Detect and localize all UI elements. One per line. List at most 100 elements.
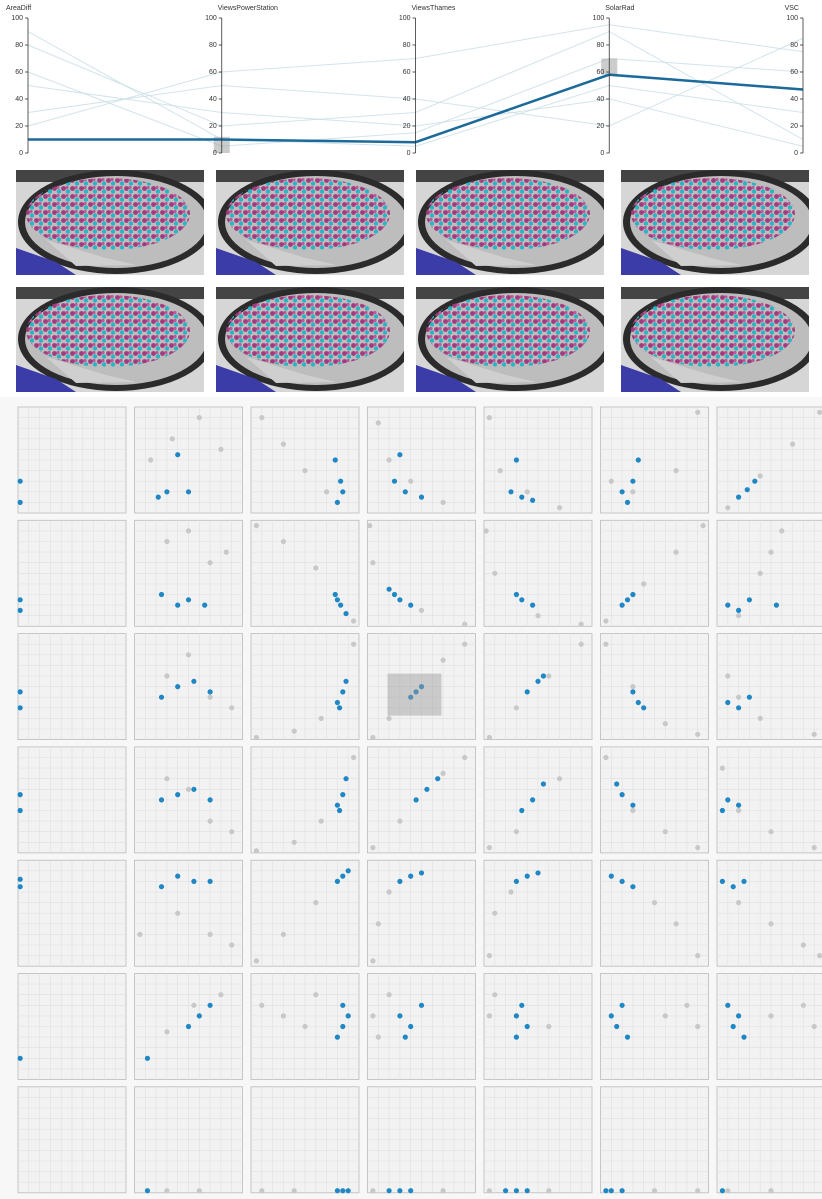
gray-point	[725, 1188, 730, 1193]
tick-label: 0	[213, 150, 217, 157]
blue-point	[419, 870, 424, 875]
blue-point	[745, 487, 750, 492]
gray-point	[630, 684, 635, 689]
scatter-cell	[135, 407, 243, 513]
scatter-cell	[368, 974, 476, 1080]
blue-point	[636, 700, 641, 705]
gray-point	[164, 539, 169, 544]
gray-point	[186, 652, 191, 657]
design-thumbnail[interactable]	[216, 170, 414, 275]
blue-point	[159, 592, 164, 597]
tick-label: 40	[596, 96, 604, 103]
gray-point	[281, 1013, 286, 1018]
scatter-cell	[135, 634, 243, 740]
parallel-coordinates: AreaDiff020406080100ViewsPowerStation020…	[6, 5, 803, 157]
gray-point	[492, 992, 497, 997]
gray-point	[408, 479, 413, 484]
blue-point	[159, 797, 164, 802]
blue-point	[620, 1003, 625, 1008]
gray-point	[319, 716, 324, 721]
scatter-cell	[251, 747, 359, 853]
blue-point	[397, 879, 402, 884]
gray-point	[175, 911, 180, 916]
blue-point	[18, 808, 23, 813]
tick-label: 80	[596, 42, 604, 49]
selection-box[interactable]	[388, 674, 442, 716]
gray-point	[186, 528, 191, 533]
gray-point	[313, 900, 318, 905]
blue-point	[641, 705, 646, 710]
gray-point	[387, 992, 392, 997]
design-thumbnail[interactable]	[16, 287, 214, 392]
design-thumbnail[interactable]	[416, 287, 614, 392]
tick-label: 40	[790, 96, 798, 103]
blue-point	[175, 603, 180, 608]
blue-point	[519, 495, 524, 500]
blue-point	[541, 781, 546, 786]
blue-point	[408, 874, 413, 879]
gray-point	[535, 613, 540, 618]
blue-point	[186, 1024, 191, 1029]
gray-point	[462, 755, 467, 760]
blue-point	[346, 868, 351, 873]
blue-point	[335, 500, 340, 505]
scatter-cell	[18, 860, 126, 966]
blue-point	[541, 673, 546, 678]
blue-point	[731, 1024, 736, 1029]
gray-point	[208, 695, 213, 700]
page: AreaDiff020406080100ViewsPowerStation020…	[0, 0, 822, 1199]
blue-point	[630, 479, 635, 484]
blue-point	[387, 1188, 392, 1193]
gray-point	[630, 808, 635, 813]
scatter-cell	[601, 747, 709, 853]
axis-label: VSC	[785, 5, 799, 12]
gray-point	[812, 845, 817, 850]
blue-point	[208, 797, 213, 802]
tick-label: 60	[790, 69, 798, 76]
blue-point	[525, 1188, 530, 1193]
blue-point	[736, 1013, 741, 1018]
blue-point	[620, 603, 625, 608]
blue-point	[514, 1013, 519, 1018]
gray-point	[652, 900, 657, 905]
tick-label: 0	[407, 150, 411, 157]
design-thumbnail[interactable]	[416, 170, 614, 275]
gray-point	[148, 457, 153, 462]
tick-label: 60	[209, 69, 217, 76]
gray-point	[720, 766, 725, 771]
blue-point	[18, 608, 23, 613]
gray-point	[208, 932, 213, 937]
gray-point	[397, 819, 402, 824]
gray-point	[259, 1003, 264, 1008]
blue-point	[408, 603, 413, 608]
gray-point	[441, 1188, 446, 1193]
gray-point	[779, 528, 784, 533]
scatter-cell	[135, 860, 243, 966]
blue-point	[18, 884, 23, 889]
scatter-cell	[484, 407, 592, 513]
design-thumbnail[interactable]	[16, 170, 214, 275]
blue-point	[387, 587, 392, 592]
blue-point	[408, 1188, 413, 1193]
gray-point	[546, 1024, 551, 1029]
blue-point	[335, 1035, 340, 1040]
blue-point	[335, 879, 340, 884]
tick-label: 40	[403, 96, 411, 103]
blue-point	[335, 597, 340, 602]
design-thumbnail[interactable]	[216, 287, 414, 392]
blue-point	[525, 689, 530, 694]
scatter-cell	[135, 974, 243, 1080]
design-thumbnail[interactable]	[621, 170, 819, 275]
blue-point	[397, 1013, 402, 1018]
gray-point	[768, 1013, 773, 1018]
scatter-cell	[368, 860, 476, 966]
gray-point	[313, 565, 318, 570]
scatter-cell	[717, 747, 822, 853]
scatter-cell	[484, 974, 592, 1080]
blue-point	[519, 808, 524, 813]
tick-label: 100	[205, 15, 217, 22]
gray-point	[218, 447, 223, 452]
blue-point	[159, 695, 164, 700]
blue-point	[725, 1003, 730, 1008]
design-thumbnail[interactable]	[621, 287, 819, 392]
